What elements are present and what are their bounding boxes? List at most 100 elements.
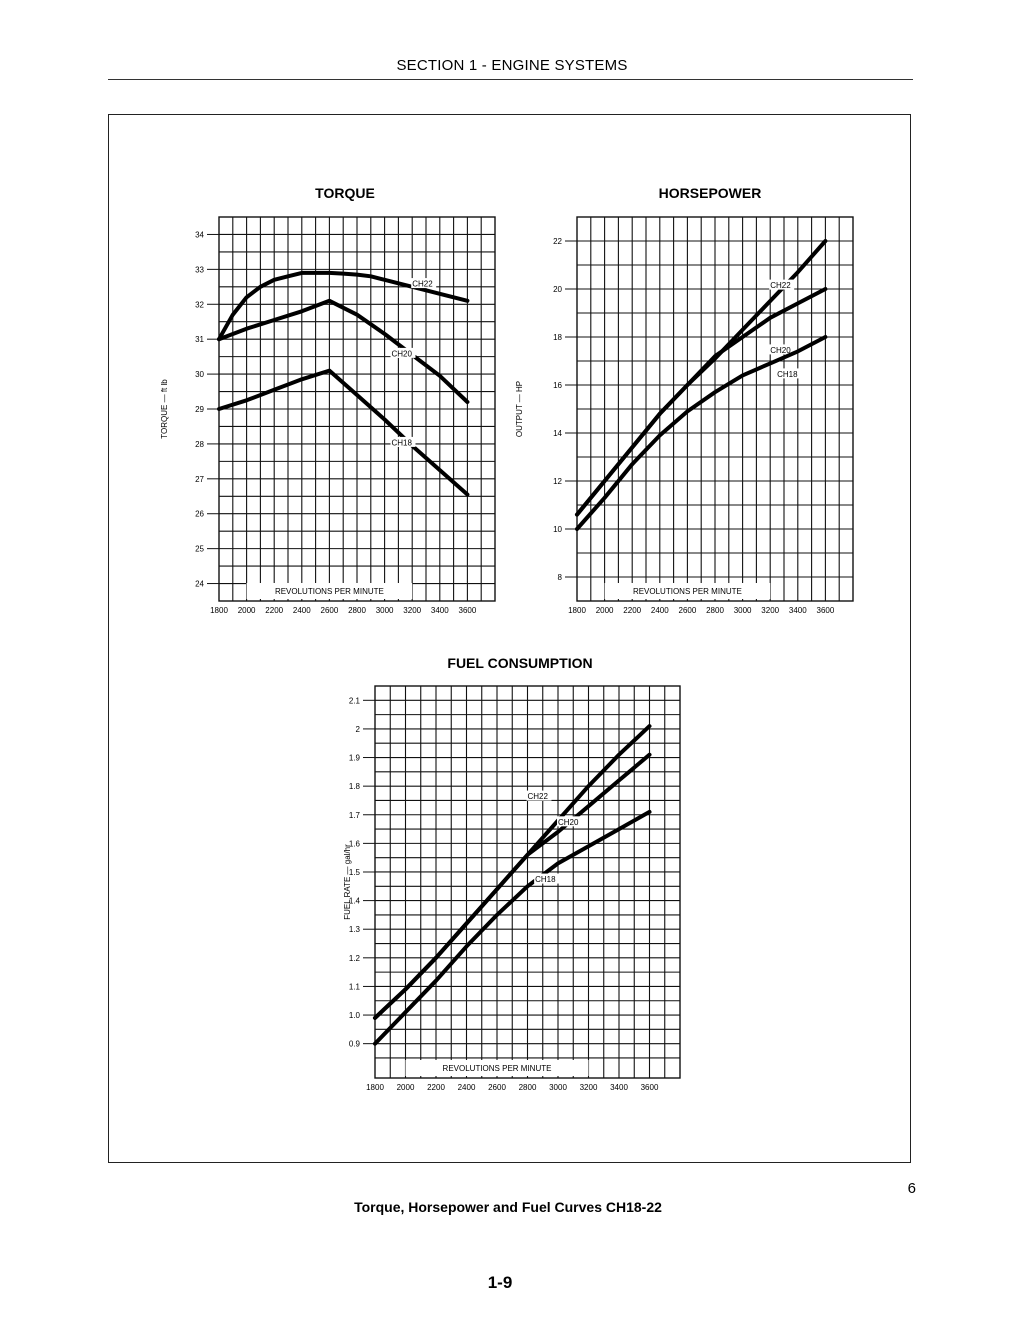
fuel-x-axis-label: REVOLUTIONS PER MINUTE: [443, 1064, 552, 1073]
torque-series-ch18: [217, 368, 470, 497]
fuel-y-tick-label: 2.1: [349, 696, 361, 705]
horsepower-x-tick-label: 3000: [734, 606, 752, 615]
fuel-y-tick-label: 1.5: [349, 868, 361, 877]
fuel-series-ch18: [373, 809, 652, 1046]
torque-y-tick-label: 31: [195, 335, 204, 344]
fuel-y-tick-label: 1.4: [349, 897, 361, 906]
fuel-series-label-bg: [526, 790, 552, 801]
fuel-x-tick-label: 2000: [397, 1083, 415, 1092]
torque-x-tick-label: 3400: [431, 606, 449, 615]
horsepower-x-tick-label: 3600: [817, 606, 835, 615]
horsepower-series-label-bg: [776, 368, 802, 379]
fuel-series-ch20: [373, 752, 652, 1020]
torque-series-label-ch18: CH18: [392, 438, 413, 447]
torque-y-tick-label: 28: [195, 440, 204, 449]
fuel-grid: [375, 686, 680, 1078]
horsepower-x-tick-label: 2000: [596, 606, 614, 615]
torque-series-ch22: [217, 270, 470, 342]
fuel-series-label-bg: [557, 816, 582, 827]
torque-xlabel-box: [246, 583, 413, 599]
torque-x-tick-label: 3200: [403, 606, 421, 615]
horsepower-x-tick-label: 2200: [623, 606, 641, 615]
torque-series-label-ch20: CH20: [392, 349, 413, 358]
horsepower-chart: HORSEPOWER 8 10 12 14 16 18 20 22 1800 2000 2200 240…: [515, 185, 854, 615]
horsepower-x-tick-label: 1800: [568, 606, 586, 615]
horsepower-series-label-ch22: CH22: [770, 281, 791, 290]
fuel-y-tick-label: 1.6: [349, 839, 361, 848]
torque-series-label-bg: [390, 347, 416, 358]
torque-y-tick-label: 27: [195, 475, 204, 484]
fuel-y-tick-label: 1.2: [349, 954, 361, 963]
horsepower-y-tick-label: 10: [553, 525, 562, 534]
torque-series-label-bg: [390, 436, 416, 447]
fuel-y-axis-label: FUEL RATE — gal/hr: [343, 844, 352, 920]
torque-series-label-ch22: CH22: [412, 280, 433, 289]
horsepower-series-label-bg: [769, 344, 795, 355]
fuel-series-label-bg: [534, 873, 560, 884]
horsepower-y-tick-label: 14: [553, 429, 562, 438]
fuel-chart: FUEL CONSUMPTION 0.9 1.0 1.1 1.2 1.3 1.4 1.5 1.6…: [343, 655, 681, 1092]
torque-x-tick-label: 3600: [459, 606, 477, 615]
torque-x-tick-label: 2000: [238, 606, 256, 615]
fuel-xlabel-box: [405, 1060, 589, 1076]
horsepower-y-tick-label: 8: [558, 573, 563, 582]
fuel-x-tick-label: 2600: [488, 1083, 506, 1092]
fuel-x-tick-label: 3600: [641, 1083, 659, 1092]
torque-y-tick-label: 34: [195, 230, 204, 239]
fuel-y-tick-label: 2: [356, 725, 361, 734]
torque-x-tick-label: 3000: [376, 606, 394, 615]
horsepower-y-tick-label: 22: [553, 237, 562, 246]
torque-series-ch20: [217, 298, 470, 404]
horsepower-y-axis-label: OUTPUT — HP: [515, 381, 524, 437]
fuel-x-tick-label: 3200: [580, 1083, 598, 1092]
horsepower-grid: [577, 217, 853, 601]
figure-caption: Torque, Horsepower and Fuel Curves CH18-…: [354, 1199, 662, 1215]
figure-number: 6: [907, 1180, 916, 1197]
horsepower-series-label-ch20: CH20: [770, 346, 791, 355]
horsepower-series-ch20: [575, 287, 828, 517]
torque-y-tick-label: 32: [195, 300, 204, 309]
fuel-y-tick-label: 0.9: [349, 1040, 361, 1049]
horsepower-series-label-ch18: CH18: [777, 370, 798, 379]
torque-y-tick-label: 33: [195, 265, 204, 274]
fuel-chart-title: FUEL CONSUMPTION: [447, 655, 592, 671]
torque-y-tick-label: 26: [195, 510, 204, 519]
horsepower-x-tick-label: 2400: [651, 606, 669, 615]
fuel-series-label-ch18: CH18: [535, 875, 556, 884]
fuel-x-tick-label: 3000: [549, 1083, 567, 1092]
section-header: SECTION 1 - ENGINE SYSTEMS: [396, 57, 628, 74]
horsepower-chart-title: HORSEPOWER: [659, 185, 762, 201]
horsepower-x-tick-label: 3200: [761, 606, 779, 615]
torque-y-tick-label: 30: [195, 370, 204, 379]
horsepower-series-ch18: [575, 335, 828, 531]
horsepower-x-tick-label: 2600: [679, 606, 697, 615]
fuel-y-tick-label: 1.1: [349, 982, 361, 991]
torque-y-tick-label: 29: [195, 405, 204, 414]
horsepower-y-tick-label: 18: [553, 333, 562, 342]
horsepower-x-tick-label: 3400: [789, 606, 807, 615]
horsepower-x-axis-label: REVOLUTIONS PER MINUTE: [633, 587, 742, 596]
horsepower-xlabel-box: [604, 583, 771, 599]
fuel-y-tick-label: 1.3: [349, 925, 361, 934]
fuel-y-tick-label: 1.9: [349, 754, 361, 763]
torque-x-tick-label: 1800: [210, 606, 228, 615]
horsepower-series-label-bg: [769, 279, 795, 290]
header-rule: [108, 79, 913, 80]
torque-x-axis-label: REVOLUTIONS PER MINUTE: [275, 587, 384, 596]
torque-y-axis-label: TORQUE — ft lb: [160, 379, 169, 439]
torque-x-tick-label: 2400: [293, 606, 311, 615]
horsepower-y-tick-label: 20: [553, 285, 562, 294]
torque-y-tick-label: 24: [195, 580, 204, 589]
horsepower-x-tick-label: 2800: [706, 606, 724, 615]
horsepower-y-tick-label: 16: [553, 381, 562, 390]
fuel-x-tick-label: 2400: [458, 1083, 476, 1092]
fuel-series-label-ch20: CH20: [558, 818, 579, 827]
torque-y-tick-label: 25: [195, 545, 204, 554]
fuel-x-tick-label: 2800: [519, 1083, 537, 1092]
torque-x-tick-label: 2600: [321, 606, 339, 615]
fuel-x-tick-label: 2200: [427, 1083, 445, 1092]
horsepower-y-tick-label: 12: [553, 477, 562, 486]
figure-frame: [108, 114, 911, 1163]
fuel-y-tick-label: 1.7: [349, 811, 361, 820]
fuel-x-tick-label: 1800: [366, 1083, 384, 1092]
